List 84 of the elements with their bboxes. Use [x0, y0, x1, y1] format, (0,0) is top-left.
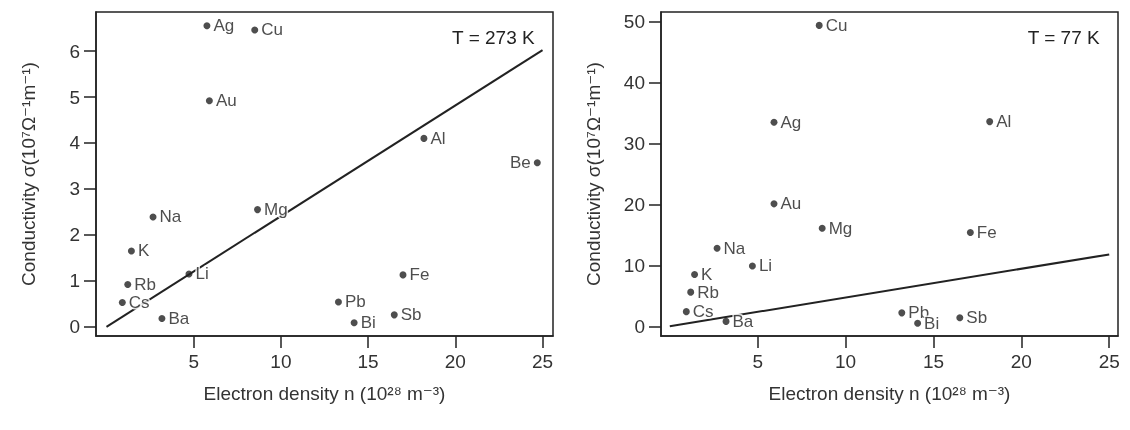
y-tick-label: 1	[69, 270, 80, 292]
x-axis-title: Electron density n (10²⁸ m⁻³)	[768, 383, 1011, 404]
data-label: Ag	[213, 16, 235, 36]
y-tick-label: 0	[634, 315, 645, 337]
y-tick-label: 5	[69, 86, 80, 108]
point	[334, 298, 342, 306]
y-tick-label: 30	[623, 133, 645, 155]
data-label: Pb	[344, 292, 366, 312]
y-tick-label: 0	[69, 316, 80, 338]
data-label: Mg	[828, 218, 853, 238]
x-tick-label: 10	[270, 351, 292, 372]
annotation: T = 77 K	[1027, 27, 1100, 48]
y-tick-label: 3	[69, 178, 80, 200]
point	[350, 319, 358, 327]
data-label: Li	[758, 256, 773, 276]
data-label: Na	[159, 207, 182, 227]
data-label: Al	[430, 128, 446, 148]
data-label: Au	[780, 194, 802, 214]
data-label: Cs	[692, 302, 714, 322]
x-tick-label: 25	[531, 351, 554, 372]
x-tick-label: 20	[1010, 351, 1032, 372]
x-tick-label: 5	[188, 351, 199, 372]
y-axis-title: Conductivity σ(10⁷Ω⁻¹m⁻¹)	[18, 62, 39, 286]
data-label: Rb	[134, 275, 156, 295]
point	[682, 308, 690, 316]
point	[205, 97, 213, 105]
point	[127, 247, 135, 255]
point	[713, 244, 721, 252]
data-label: K	[701, 264, 714, 284]
data-label: Al	[996, 112, 1012, 132]
point	[722, 317, 730, 325]
data-label: Be	[510, 153, 531, 173]
data-label: Fe	[976, 222, 997, 242]
x-tick-label: 15	[922, 351, 945, 372]
y-tick-label: 50	[623, 11, 645, 33]
data-label: Ba	[732, 311, 754, 331]
data-label: Bi	[360, 313, 376, 333]
point	[420, 134, 428, 142]
data-label: Sb	[966, 308, 988, 328]
point	[251, 26, 259, 34]
y-axis-title: Conductivity σ(10⁷Ω⁻¹m⁻¹)	[583, 62, 604, 286]
point	[390, 311, 398, 319]
data-label: Cu	[261, 20, 283, 40]
y-tick-label: 4	[69, 132, 81, 154]
point	[898, 309, 906, 317]
y-tick-label: 40	[623, 72, 645, 94]
y-tick-label: 10	[623, 254, 645, 276]
point	[687, 288, 695, 296]
point	[203, 22, 211, 30]
point	[966, 228, 974, 236]
data-label: Fe	[409, 265, 430, 285]
data-label: Au	[215, 91, 237, 111]
data-label: Li	[195, 264, 209, 284]
point	[124, 281, 132, 289]
data-label: Sb	[400, 305, 422, 325]
point	[956, 314, 964, 322]
point	[770, 118, 778, 126]
point	[533, 159, 541, 167]
data-label: Ag	[780, 112, 802, 132]
x-tick-label: 20	[444, 351, 466, 372]
x-tick-label: 10	[834, 351, 857, 372]
data-label: Rb	[697, 282, 719, 302]
x-axis-title: Electron density n (10²⁸ m⁻³)	[203, 383, 446, 404]
point	[818, 224, 826, 232]
point	[748, 262, 756, 270]
point	[118, 298, 126, 306]
x-tick-label: 25	[1098, 351, 1120, 372]
y-tick-label: 6	[69, 40, 80, 62]
point	[158, 315, 166, 323]
point	[254, 206, 262, 214]
x-tick-label: 15	[357, 351, 379, 372]
data-label: K	[137, 241, 150, 261]
data-label: Na	[723, 238, 746, 258]
point	[986, 118, 994, 126]
annotation: T = 273 K	[452, 27, 535, 48]
data-label: Mg	[264, 200, 288, 220]
data-label: Ba	[168, 309, 190, 329]
point	[691, 270, 699, 278]
point	[914, 319, 922, 327]
y-tick-label: 2	[69, 224, 80, 246]
y-tick-label: 20	[623, 193, 645, 215]
x-tick-label: 5	[752, 351, 763, 372]
data-label: Cu	[825, 15, 848, 35]
point	[815, 21, 823, 29]
